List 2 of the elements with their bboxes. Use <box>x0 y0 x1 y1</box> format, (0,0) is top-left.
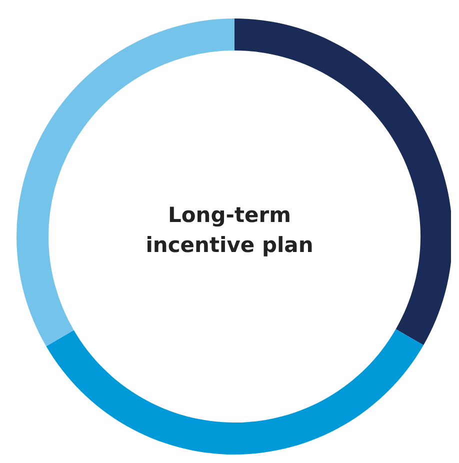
text: Long-term incentive plan <box>144 202 314 258</box>
donut-slice <box>46 329 424 454</box>
